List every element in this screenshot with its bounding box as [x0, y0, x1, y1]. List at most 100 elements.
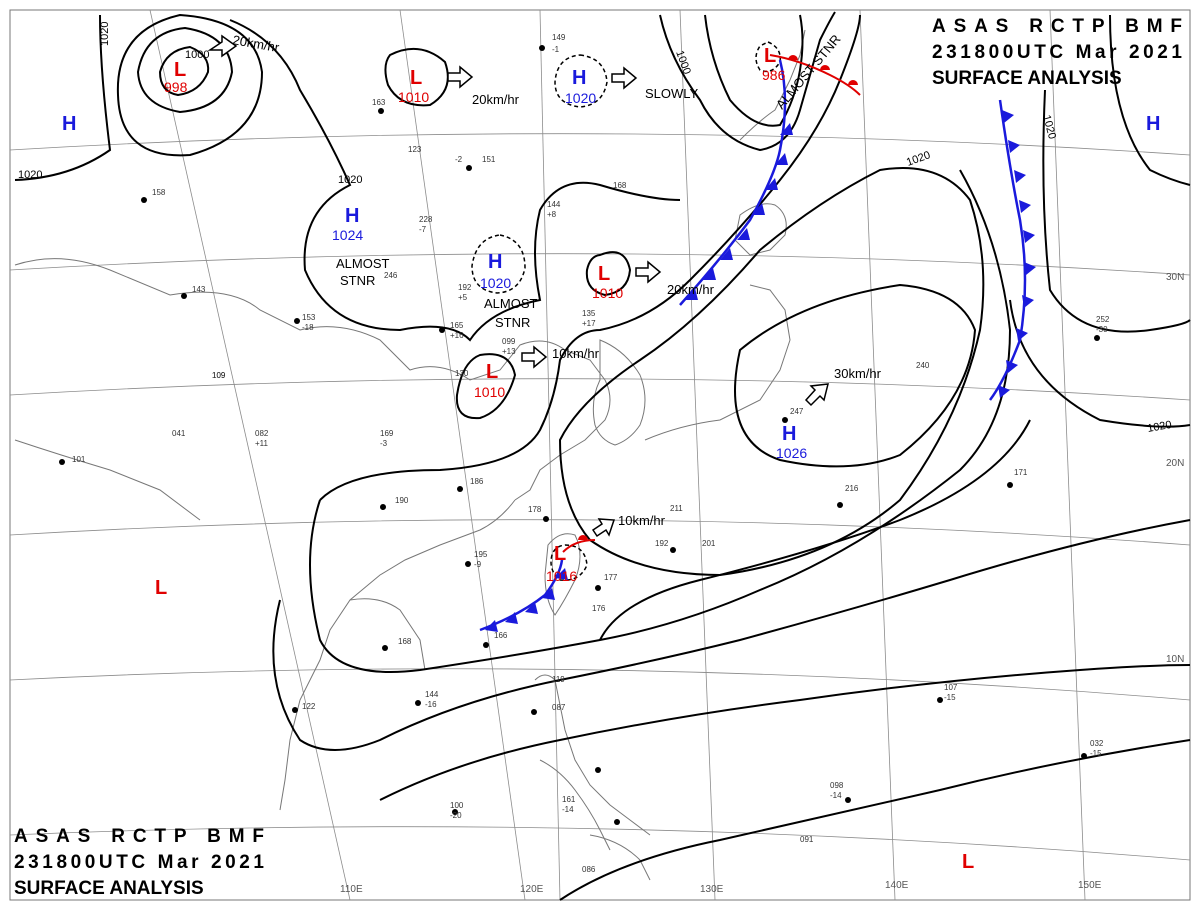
motion-label: SLOWLY	[645, 86, 699, 101]
motion-label: 10km/hr	[552, 346, 600, 361]
station-value: 171	[1014, 468, 1028, 477]
header-line: 231800UTC Mar 2021	[932, 42, 1182, 63]
station-plots: 149 -1 163 123 -2 151 168 144 +8 228 -7 …	[59, 33, 1110, 874]
isobar-low-inner	[158, 45, 210, 97]
station-value: 109	[212, 371, 226, 380]
pressure-center-letter: H	[1146, 113, 1160, 135]
station-value: 151	[482, 155, 496, 164]
station-value: 192	[458, 283, 472, 292]
station-value: 168	[613, 181, 627, 190]
warm-front-south-semicircle	[578, 535, 588, 540]
station-dot	[380, 504, 386, 510]
latitude-label: 10N	[1166, 654, 1184, 665]
isobar-label: 1020	[18, 169, 42, 181]
station-dot	[1081, 753, 1087, 759]
station-value: 144	[547, 200, 561, 209]
pressure-center-value: 1016	[546, 568, 577, 584]
grid-labels: 110E 120E 130E 140E 150E 30N 20N 10N	[340, 272, 1184, 895]
station-value: 192	[655, 539, 669, 548]
isobar-1010-big	[319, 14, 861, 501]
station-dot	[1094, 335, 1100, 341]
station-value: 091	[800, 835, 814, 844]
station-dot	[382, 645, 388, 651]
station-dot	[415, 700, 421, 706]
coastline	[14, 29, 806, 881]
longitude-label: 150E	[1078, 880, 1102, 891]
station-value: 107	[944, 683, 958, 692]
isobar-label: 1020	[99, 22, 111, 46]
pressure-center-letter: H	[782, 423, 796, 445]
station-value: -30	[1096, 325, 1108, 334]
station-dot	[59, 459, 65, 465]
arrow-icon	[591, 518, 616, 538]
station-value: 211	[670, 504, 683, 513]
map-border	[9, 9, 1191, 901]
pressure-center-letter: L	[155, 577, 167, 599]
station-dot	[465, 561, 471, 567]
station-value: 143	[192, 285, 206, 294]
pressure-center-letter: H	[488, 251, 502, 273]
station-value: +8	[547, 210, 557, 219]
isobar-low-1010	[116, 13, 264, 157]
isobar-1020-ring	[558, 167, 985, 577]
station-dot	[670, 547, 676, 553]
station-value: 122	[302, 702, 316, 711]
station-dot	[141, 197, 147, 203]
pressure-center-letter: L	[486, 361, 498, 383]
station-dot	[782, 417, 788, 423]
station-value: -14	[830, 791, 842, 800]
station-value: 246	[384, 271, 398, 280]
station-value: +13	[502, 347, 516, 356]
motion-label: ALMOST	[336, 256, 390, 271]
pressure-center-value: 998	[164, 79, 188, 95]
station-dot	[292, 707, 298, 713]
station-value: 216	[845, 484, 859, 493]
pressure-center-letter: L	[764, 45, 776, 67]
isobar-dotted-h2	[471, 234, 526, 294]
station-value: +5	[458, 293, 468, 302]
station-value: 119	[552, 675, 565, 684]
arrow-icon	[611, 66, 638, 90]
station-value: 186	[470, 477, 484, 486]
longitude-label: 140E	[885, 880, 909, 891]
station-value: 130	[455, 369, 469, 378]
station-dot	[614, 819, 620, 825]
warm-front-japan	[769, 54, 861, 96]
motion-label: ALMOST	[484, 296, 538, 311]
arrow-icon	[804, 383, 829, 407]
isobar-inner-japan	[704, 14, 804, 127]
isobar-south-1	[272, 519, 1191, 751]
isobar-label: 1020	[338, 174, 362, 186]
station-value: 176	[592, 604, 606, 613]
station-value: 247	[790, 407, 804, 416]
station-value: 135	[582, 309, 596, 318]
station-dot	[457, 486, 463, 492]
motion-label: 20km/hr	[667, 282, 715, 297]
pressure-center-letter: L	[598, 263, 610, 285]
station-value: 166	[494, 631, 508, 640]
station-value: 252	[1096, 315, 1110, 324]
station-value: 149	[552, 33, 566, 42]
station-value: 195	[474, 550, 488, 559]
isobar-dotted-h	[554, 54, 608, 108]
station-dot	[595, 585, 601, 591]
pressure-center-letter: H	[62, 113, 76, 135]
isobar-low-1010-south	[455, 353, 517, 420]
arrow-icon	[521, 345, 548, 369]
station-dot-group	[59, 45, 1100, 825]
isobar-dotted-low-south	[550, 544, 588, 581]
station-value: -15	[1090, 749, 1102, 758]
station-value: 228	[419, 215, 433, 224]
pressure-center-letter: L	[410, 67, 422, 89]
pressure-center-letter: L	[174, 59, 186, 81]
station-value: -2	[455, 155, 463, 164]
station-value: -18	[302, 323, 314, 332]
station-value: 101	[72, 455, 86, 464]
isobar-south-2	[379, 664, 1191, 801]
station-dot	[837, 502, 843, 508]
motion-label: 30km/hr	[834, 366, 882, 381]
station-dot	[539, 45, 545, 51]
station-dot	[181, 293, 187, 299]
station-value: +17	[582, 319, 596, 328]
